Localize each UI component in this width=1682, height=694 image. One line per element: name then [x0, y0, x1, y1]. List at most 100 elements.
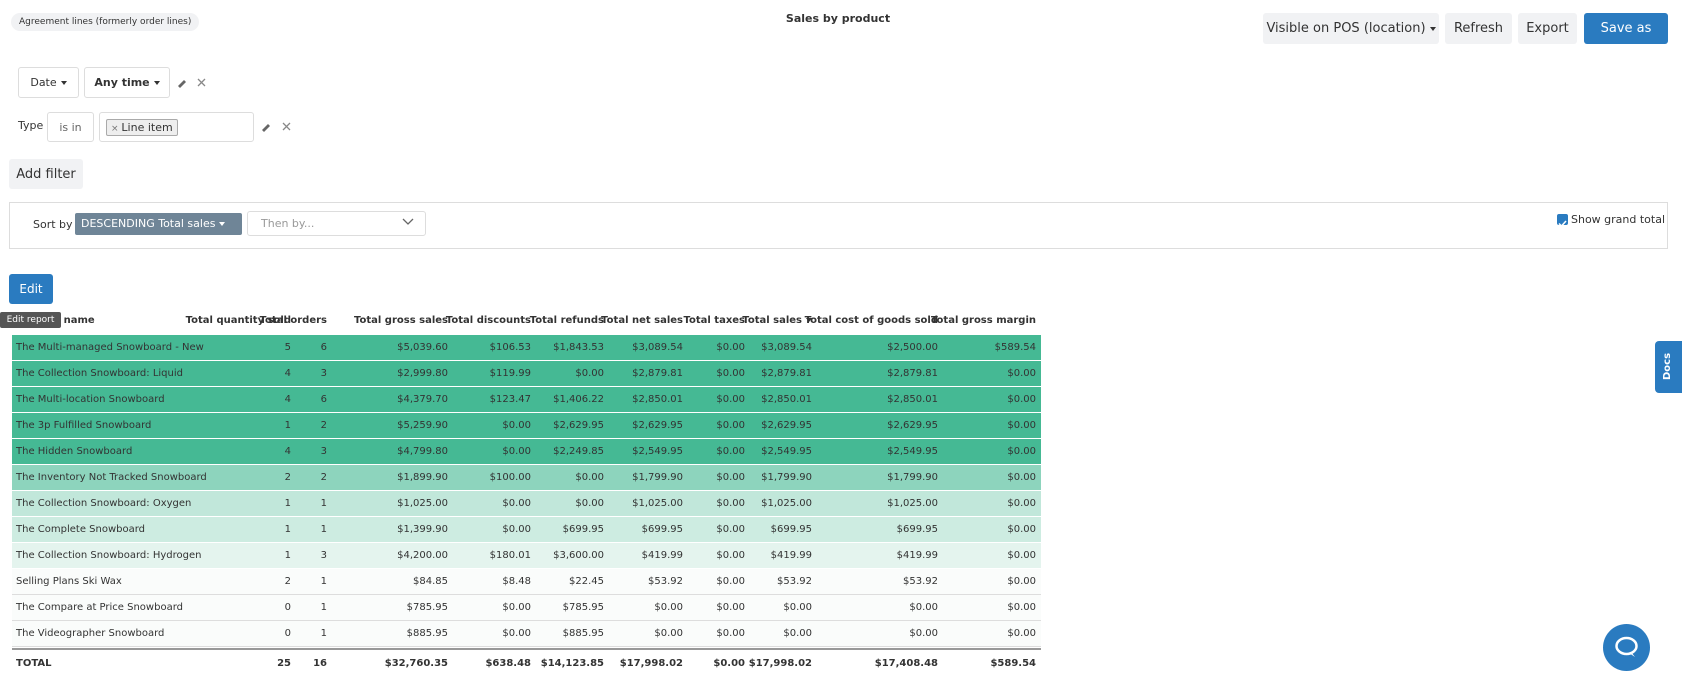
table-cell: $0.00 [716, 342, 745, 353]
location-dropdown[interactable]: Visible on POS (location) [1263, 13, 1439, 44]
table-cell: $4,379.70 [397, 394, 448, 405]
table-cell: $0.00 [1007, 602, 1036, 613]
table-cell: The Collection Snowboard: Hydrogen [16, 550, 202, 561]
table-cell: $17,998.02 [748, 658, 812, 669]
table-cell: $2,629.95 [887, 420, 938, 431]
table-cell: 1 [320, 498, 327, 509]
table-cell: $0.00 [713, 658, 745, 669]
table-cell: The Inventory Not Tracked Snowboard [16, 472, 207, 483]
table-cell: $5,039.60 [397, 342, 448, 353]
sort-dropdown[interactable]: DESCENDING Total sales [75, 213, 242, 235]
table-cell: Selling Plans Ski Wax [16, 576, 122, 587]
table-cell: $2,850.01 [761, 394, 812, 405]
table-cell: The Videographer Snowboard [16, 628, 165, 639]
column-header: Total gross sales [353, 315, 448, 326]
table-cell: The Complete Snowboard [16, 524, 146, 535]
date-field[interactable]: Date [18, 67, 79, 98]
table-cell: 16 [313, 658, 327, 669]
table-cell: $0.00 [502, 446, 531, 457]
type-operator[interactable]: is in [47, 112, 94, 142]
date-value[interactable]: Any time [84, 67, 170, 98]
table-cell: $1,025.00 [761, 498, 812, 509]
table-cell: $1,399.90 [397, 524, 448, 535]
chat-button[interactable] [1603, 624, 1650, 671]
grand-total-label[interactable]: Show grand total [1571, 213, 1666, 226]
table-cell: $589.54 [994, 342, 1036, 353]
table-cell: 2 [284, 472, 291, 483]
table-cell: The Collection Snowboard: Oxygen [16, 498, 192, 509]
table-cell: $0.00 [654, 628, 683, 639]
column-header: Total taxes [683, 315, 745, 326]
table-cell: $84.85 [413, 576, 448, 587]
table-cell: $699.95 [641, 524, 683, 535]
table-row: The Compare at Price Snowboard 0 1 $785.95 $… [12, 595, 1041, 621]
table-cell: $3,089.54 [632, 342, 683, 353]
table-cell: $180.01 [489, 550, 531, 561]
table-cell: $0.00 [575, 368, 604, 379]
table-cell: $2,629.95 [553, 420, 604, 431]
table-cell: $419.99 [641, 550, 683, 561]
table-cell: $0.00 [502, 602, 531, 613]
table-row: The Multi-managed Snowboard - New 5 6 $5,03… [12, 335, 1041, 361]
sort-label: Sort by [33, 218, 73, 231]
table-row: The 3p Fulfilled Snowboard 1 2 $5,259.90 $0.… [12, 413, 1041, 439]
table-cell: TOTAL [16, 658, 52, 669]
table-cell: $1,899.90 [397, 472, 448, 483]
table-cell: 3 [320, 550, 327, 561]
table-row: The Multi-location Snowboard 4 6 $4,379.70 $… [12, 387, 1041, 413]
table-cell: $785.95 [406, 602, 448, 613]
edit-button[interactable]: Edit [9, 274, 53, 304]
grand-total-checkbox[interactable] [1557, 214, 1568, 228]
table-cell: 1 [320, 576, 327, 587]
table-cell: $0.00 [716, 498, 745, 509]
sort-panel [9, 202, 1668, 249]
table-cell: $53.92 [903, 576, 938, 587]
table-cell: 4 [284, 394, 291, 405]
table-cell: $0.00 [575, 472, 604, 483]
table-cell: 0 [284, 628, 291, 639]
then-by-select[interactable]: Then by... [247, 211, 426, 236]
table-cell: $0.00 [502, 498, 531, 509]
table-cell: $2,549.95 [761, 446, 812, 457]
docs-tab[interactable]: Docs [1655, 341, 1682, 393]
table-cell: $1,799.90 [632, 472, 683, 483]
table-row: The Hidden Snowboard 4 3 $4,799.80 $0.00 $2,2… [12, 439, 1041, 465]
filter-icons[interactable] [176, 76, 216, 88]
table-cell: $1,025.00 [887, 498, 938, 509]
table-row: The Collection Snowboard: Oxygen 1 1 $1,025… [12, 491, 1041, 517]
add-filter-button[interactable]: Add filter [9, 159, 83, 189]
table-cell: $638.48 [485, 658, 531, 669]
column-header: Total cost of goods sold [804, 315, 938, 326]
table-cell: $0.00 [502, 628, 531, 639]
table-row: The Collection Snowboard: Liquid 4 3 $2,999… [12, 361, 1041, 387]
type-values[interactable]: × Line item [99, 112, 254, 142]
table-cell: $100.00 [489, 472, 531, 483]
column-header: Total discounts [445, 315, 531, 326]
table-cell: $2,850.01 [887, 394, 938, 405]
docs-label: Docs [1662, 352, 1674, 381]
table-cell: $0.00 [909, 628, 938, 639]
table-cell: $0.00 [1007, 498, 1036, 509]
table-row: The Inventory Not Tracked Snowboard 2 2 $1,… [12, 465, 1041, 491]
table-cell: $2,879.81 [887, 368, 938, 379]
refresh-button[interactable]: Refresh [1445, 13, 1512, 44]
table-cell: The 3p Fulfilled Snowboard [16, 420, 152, 431]
tooltip: Edit report [0, 312, 61, 328]
table-cell: $22.45 [569, 576, 604, 587]
table-cell: $0.00 [654, 602, 683, 613]
table-cell: $17,998.02 [619, 658, 683, 669]
table-cell: $0.00 [716, 420, 745, 431]
table-cell: $4,200.00 [397, 550, 448, 561]
export-button[interactable]: Export [1518, 13, 1577, 44]
table-cell: $4,799.80 [397, 446, 448, 457]
save-as-button[interactable]: Save as [1584, 13, 1668, 44]
filter-icons[interactable] [260, 120, 300, 132]
table-cell: $2,249.85 [553, 446, 604, 457]
type-label: Type [18, 119, 44, 132]
table-cell: $14,123.85 [540, 658, 604, 669]
table-cell: $1,406.22 [553, 394, 604, 405]
table-cell: $3,089.54 [761, 342, 812, 353]
table-cell: The Compare at Price Snowboard [16, 602, 183, 613]
table-cell: $0.00 [716, 524, 745, 535]
